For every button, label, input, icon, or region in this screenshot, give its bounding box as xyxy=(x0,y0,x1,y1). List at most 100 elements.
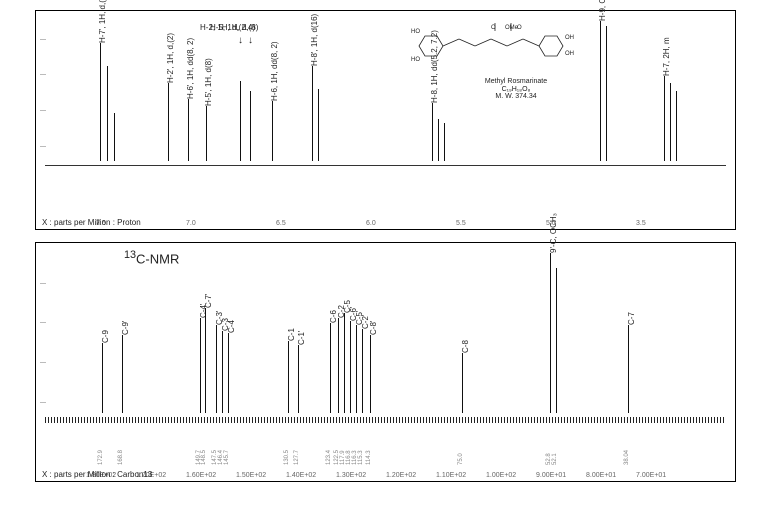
integral-value: 130.5 xyxy=(284,450,290,465)
axis-tick: 1.00E+02 xyxy=(486,472,516,479)
integral-value: 52.1 xyxy=(552,453,558,465)
baseline xyxy=(45,165,726,166)
molecule-svg: HO HO OH OH O OMe O xyxy=(411,21,621,76)
peak-label: C-8 xyxy=(461,340,470,353)
peak-label: C-7 xyxy=(627,312,636,325)
nmr-peak xyxy=(444,123,445,161)
nmr-peak xyxy=(216,325,217,413)
nmr-peak xyxy=(228,333,229,413)
nmr-peak xyxy=(122,335,123,413)
integral-value: 75.0 xyxy=(458,453,464,465)
nmr-peak xyxy=(462,353,463,413)
axis-tick: 1.50E+02 xyxy=(236,472,266,479)
nmr-peak xyxy=(676,91,677,161)
nmr-peak xyxy=(312,66,313,161)
nmr-peak xyxy=(628,325,629,413)
nmr-peak xyxy=(344,313,345,413)
nmr-peak xyxy=(222,331,223,413)
arrow-icon: ↓ xyxy=(248,35,253,46)
axis-tick: 7.0 xyxy=(186,220,196,227)
peak-label: C-9' xyxy=(121,321,130,335)
nmr-peak xyxy=(250,91,251,161)
nmr-peak xyxy=(318,89,319,161)
nmr-peak xyxy=(107,66,108,161)
peak-label: H-5', 1H, d(8) xyxy=(204,58,213,106)
peak-label: H-6, 1H, dd(8, 2) xyxy=(270,41,279,101)
arrow-icon: ↓ xyxy=(238,35,243,46)
axis-tick: 9.00E+01 xyxy=(536,472,566,479)
integral-value: 168.8 xyxy=(118,450,124,465)
nmr-peak xyxy=(272,101,273,161)
svg-text:HO: HO xyxy=(411,29,420,35)
nmr-peak xyxy=(288,341,289,413)
integral-value: 114.3 xyxy=(366,450,372,465)
peak-label: C-1' xyxy=(297,331,306,345)
nmr-peak xyxy=(102,343,103,413)
compound-mw: M. W. 374.34 xyxy=(495,93,536,100)
nmr-peak xyxy=(114,113,115,161)
peak-label: H-8', 1H, d(16) xyxy=(310,14,319,66)
compound-formula: C₁₉H₁₈O₈ xyxy=(502,86,531,93)
compound-name: Methyl Rosmarinate xyxy=(485,78,547,85)
nmr-peak xyxy=(168,83,169,161)
axis-tick: 6.0 xyxy=(366,220,376,227)
peak-label: H-6', 1H, dd(8, 2) xyxy=(186,38,195,99)
nmr-peak xyxy=(188,99,189,161)
axis-tick: 1.30E+02 xyxy=(336,472,366,479)
nmr-peak xyxy=(200,318,201,413)
structure-inset: HO HO OH OH O OMe O Methyl Rosmarinate C… xyxy=(411,21,621,91)
axis-tick: 3.5 xyxy=(636,220,646,227)
nmr-peak xyxy=(670,83,671,161)
axis-tick: 1.20E+02 xyxy=(386,472,416,479)
integral-value: 172.9 xyxy=(98,450,104,465)
nmr-peak xyxy=(338,318,339,413)
axis-tick: 1.10E+02 xyxy=(436,472,466,479)
axis-tick: 1.40E+02 xyxy=(286,472,316,479)
svg-text:O: O xyxy=(517,25,522,31)
peak-label: 9'-C, OCH₃ xyxy=(549,213,558,253)
axis-tick: 6.5 xyxy=(276,220,286,227)
nmr-peak xyxy=(100,43,101,161)
integral-value: 115.3 xyxy=(358,450,364,465)
nmr-peak xyxy=(438,119,439,161)
nmr-figure: H-7', 1H, d,(16) H-2', 1H, d,(2) H-6', 1H,… xyxy=(0,0,761,506)
peak-label: C-1 xyxy=(287,328,296,341)
peak-label: H-9, OCH₃ xyxy=(598,0,607,21)
nmr-peak xyxy=(298,345,299,413)
axis-caption: X : parts per Million : Proton xyxy=(42,218,141,227)
nmr-peak xyxy=(556,268,557,413)
svg-text:HO: HO xyxy=(411,57,420,63)
peak-label: H-2', 1H, d,(2) xyxy=(166,33,175,83)
nmr-peak xyxy=(362,329,363,413)
peak-label: H-5, 1H, d,(8) xyxy=(210,23,258,32)
nmr-peak xyxy=(330,323,331,413)
nmr-peak xyxy=(240,81,241,161)
integral-value: 123.4 xyxy=(326,450,332,465)
baseline-noise xyxy=(45,417,726,423)
nmr-peak xyxy=(206,106,207,161)
axis-tick: 5.5 xyxy=(456,220,466,227)
c-nmr-spectrum: C-9C-9'C-4'C-7'C-3'C-3C-4C-1C-1'C-6C-2C-… xyxy=(40,247,731,457)
peak-label: C-4 xyxy=(227,320,236,333)
peak-label: C-7' xyxy=(204,294,213,308)
nmr-peak xyxy=(350,321,351,413)
peak-label: C-9 xyxy=(101,330,110,343)
svg-text:O: O xyxy=(491,25,496,31)
svg-text:OH: OH xyxy=(565,35,574,41)
axis-caption-c: X : parts per Million : Carbon13 xyxy=(42,470,152,479)
integral-value: 38.04 xyxy=(624,450,630,465)
integral-value: 148.5 xyxy=(201,450,207,465)
nmr-peak xyxy=(356,325,357,413)
axis-tick: 1.60E+02 xyxy=(186,472,216,479)
peak-label: C-8' xyxy=(369,321,378,335)
svg-text:OH: OH xyxy=(565,51,574,57)
integral-value: 127.7 xyxy=(294,450,300,465)
nmr-peak xyxy=(432,103,433,161)
peak-label: H-7, 2H, m xyxy=(662,37,671,76)
peak-label: H-7', 1H, d,(16) xyxy=(98,0,107,43)
integral-value: 145.7 xyxy=(224,450,230,465)
axis-tick: 8.00E+01 xyxy=(586,472,616,479)
h-nmr-spectrum: H-7', 1H, d,(16)H-2', 1H, d,(2)H-6', 1H,… xyxy=(40,15,731,205)
nmr-peak xyxy=(664,76,665,161)
h-nmr-panel: H-7', 1H, d,(16)H-2', 1H, d,(2)H-6', 1H,… xyxy=(35,10,736,230)
